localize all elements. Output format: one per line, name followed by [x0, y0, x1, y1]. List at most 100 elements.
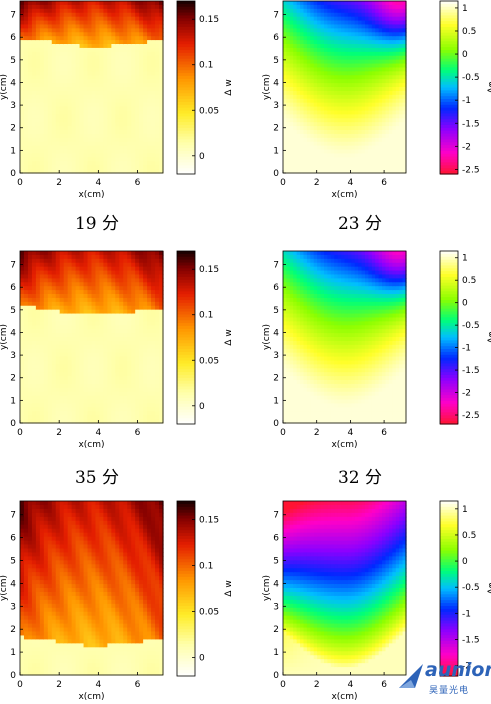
y-tick-label: 4 [273, 579, 279, 589]
caption-23min: 23 分 [337, 214, 383, 234]
y-tick-label: 6 [10, 33, 16, 43]
y-tick-label: 2 [273, 374, 279, 384]
y-tick-label: 0 [10, 419, 16, 429]
y-tick-label: 4 [10, 78, 16, 88]
y-tick-label: 4 [273, 328, 279, 338]
colorbar-tick-label: -2 [462, 142, 471, 152]
y-tick-label: 3 [273, 602, 279, 612]
y-tick-label: 0 [10, 169, 16, 179]
x-axis-label: x(cm) [331, 692, 357, 702]
y-tick-label: 4 [10, 579, 16, 589]
colorbar-tick-label: 0.05 [199, 608, 219, 618]
colorbar: 0 0.05 0.1 0.15 Δ w [176, 250, 234, 425]
logo-sub: 昊量光电 [429, 686, 470, 696]
y-axis-label: y(cm) [0, 575, 9, 601]
heatmap-cells [20, 251, 164, 424]
x-axis-label: x(cm) [78, 190, 104, 200]
colorbar-tick-label: 0.05 [199, 106, 219, 116]
y-tick-label: 4 [273, 78, 279, 88]
heatmap-panel-6: 0 2 4 6 0 1 2 3 4 5 6 7 x(cm) y(cm) 1 0.5 0 -0.5 -1 -1.5 -2 Δ… [262, 500, 491, 702]
colorbar-tick-label: 0.5 [462, 531, 476, 541]
colorbar-frame [176, 250, 196, 425]
y-tick-label: 7 [273, 11, 279, 21]
aunion-logo: aunion 昊量光电 [397, 658, 491, 700]
colorbar-frame [439, 500, 459, 677]
x-tick-label: 4 [95, 428, 101, 438]
x-tick-label: 4 [348, 428, 354, 438]
y-tick-label: 7 [10, 11, 16, 21]
x-tick-label: 6 [381, 680, 387, 690]
y-tick-label: 3 [10, 602, 16, 612]
colorbar-tick-label: -2 [462, 389, 471, 399]
y-tick-label: 7 [273, 261, 279, 271]
y-tick-label: 3 [273, 351, 279, 361]
colorbar-frame [176, 0, 196, 175]
colorbar-tick-label: 1 [462, 4, 468, 14]
heatmap-panel-3: 0 2 4 6 0 1 2 3 4 5 6 7 x(cm) y(cm) 0 0.05 0.1 0.15 Δ w [0, 250, 234, 450]
y-tick-label: 4 [10, 328, 16, 338]
y-tick-label: 5 [273, 306, 279, 316]
heatmap-cells [283, 501, 407, 676]
y-tick-label: 0 [273, 671, 279, 681]
colorbar-tick-label: 0.1 [199, 311, 213, 321]
x-tick-label: 6 [135, 428, 141, 438]
x-tick-label: 2 [314, 680, 320, 690]
heatmap-cells [283, 1, 407, 174]
colorbar: 1 0.5 0 -0.5 -1 -1.5 -2 -2.5 Δφ [439, 250, 491, 425]
colorbar-tick-label: 1 [462, 254, 468, 264]
heatmap-cells [20, 1, 164, 174]
heatmap-cells [20, 501, 164, 676]
y-axis-label: y(cm) [0, 74, 9, 100]
x-tick-label: 6 [381, 428, 387, 438]
x-tick-label: 6 [381, 178, 387, 188]
y-tick-label: 1 [273, 146, 279, 156]
colorbar-tick-label: 0.5 [462, 27, 476, 37]
y-tick-label: 0 [273, 419, 279, 429]
colorbar-tick-label: 0 [199, 152, 205, 162]
x-axis-label: x(cm) [331, 440, 357, 450]
colorbar-tick-label: 0 [462, 50, 468, 60]
heatmap-panel-2: 0 2 4 6 0 1 2 3 4 5 6 7 x(cm) y(cm) 1 0.5 0 -0.5 -1 -1.5 -2 -… [262, 0, 491, 200]
x-axis-label: x(cm) [78, 440, 104, 450]
y-tick-label: 6 [10, 534, 16, 544]
colorbar-tick-label: 0 [199, 402, 205, 412]
heatmap-cells [283, 251, 407, 424]
colorbar: 0 0.05 0.1 0.15 Δ w [176, 0, 234, 175]
caption-35min: 35 分 [74, 468, 120, 488]
y-tick-label: 2 [10, 124, 16, 134]
colorbar-tick-label: 0 [199, 654, 205, 664]
colorbar-tick-label: -1.5 [462, 366, 480, 376]
x-tick-label: 0 [280, 680, 286, 690]
x-axis-label: x(cm) [78, 692, 104, 702]
y-tick-label: 0 [10, 671, 16, 681]
logo-mark-icon [399, 664, 423, 688]
plot-frame [282, 0, 407, 174]
colorbar-tick-label: 0 [462, 557, 468, 567]
colorbar-tick-label: -1 [462, 96, 471, 106]
y-axis-label: y(cm) [262, 324, 272, 350]
y-tick-label: 2 [273, 124, 279, 134]
plot-frame [19, 0, 164, 174]
y-tick-label: 6 [273, 283, 279, 293]
colorbar-tick-label: 0.1 [199, 61, 213, 71]
x-tick-label: 4 [95, 178, 101, 188]
colorbar-tick-label: -2.5 [462, 411, 480, 421]
x-tick-label: 2 [56, 178, 62, 188]
y-tick-label: 5 [10, 56, 16, 66]
colorbar: 1 0.5 0 -0.5 -1 -1.5 -2 Δφ [439, 500, 491, 677]
colorbar-tick-label: -0.5 [462, 73, 480, 83]
x-tick-label: 4 [95, 680, 101, 690]
y-tick-label: 1 [10, 648, 16, 658]
colorbar-tick-label: 0.5 [462, 276, 476, 286]
colorbar-frame [439, 0, 459, 175]
colorbar: 1 0.5 0 -0.5 -1 -1.5 -2 -2.5 Δφ [439, 0, 491, 175]
y-tick-label: 1 [273, 648, 279, 658]
colorbar-tick-label: 0.15 [199, 515, 219, 525]
plot-frame [19, 250, 164, 424]
colorbar-tick-label: 0.15 [199, 265, 219, 275]
y-tick-label: 1 [273, 396, 279, 406]
y-tick-label: 3 [10, 101, 16, 111]
x-tick-label: 0 [17, 428, 23, 438]
y-tick-label: 5 [10, 306, 16, 316]
colorbar-label: Δφ [487, 582, 491, 594]
